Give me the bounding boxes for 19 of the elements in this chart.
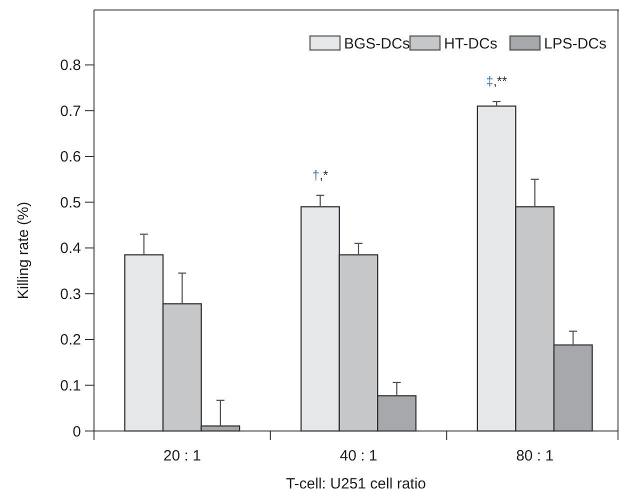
- y-tick-label: 0.1: [60, 377, 81, 394]
- legend-label: LPS-DCs: [544, 35, 607, 52]
- y-tick-label: 0.8: [60, 57, 81, 74]
- y-tick-label: 0.2: [60, 332, 81, 349]
- y-tick-label: 0.4: [60, 240, 81, 258]
- legend-label: BGS-DCs: [344, 35, 410, 52]
- y-tick-label: 0.6: [60, 148, 81, 166]
- x-tick-label: 20 : 1: [163, 447, 201, 464]
- y-tick-label: 0.5: [60, 194, 81, 212]
- annotation: †,*: [312, 167, 328, 182]
- annotation: ‡,**: [486, 74, 508, 89]
- legend-label: HT-DCs: [444, 35, 498, 52]
- x-axis-title: T-cell: U251 cell ratio: [286, 475, 426, 489]
- y-axis-title: Killing rate (%): [15, 202, 32, 300]
- x-tick-label: 40 : 1: [340, 447, 378, 464]
- y-tick-label: 0: [72, 423, 81, 440]
- y-tick-label: 0.3: [60, 286, 81, 303]
- x-tick-label: 80 : 1: [516, 447, 554, 464]
- y-tick-label: 0.7: [60, 102, 81, 120]
